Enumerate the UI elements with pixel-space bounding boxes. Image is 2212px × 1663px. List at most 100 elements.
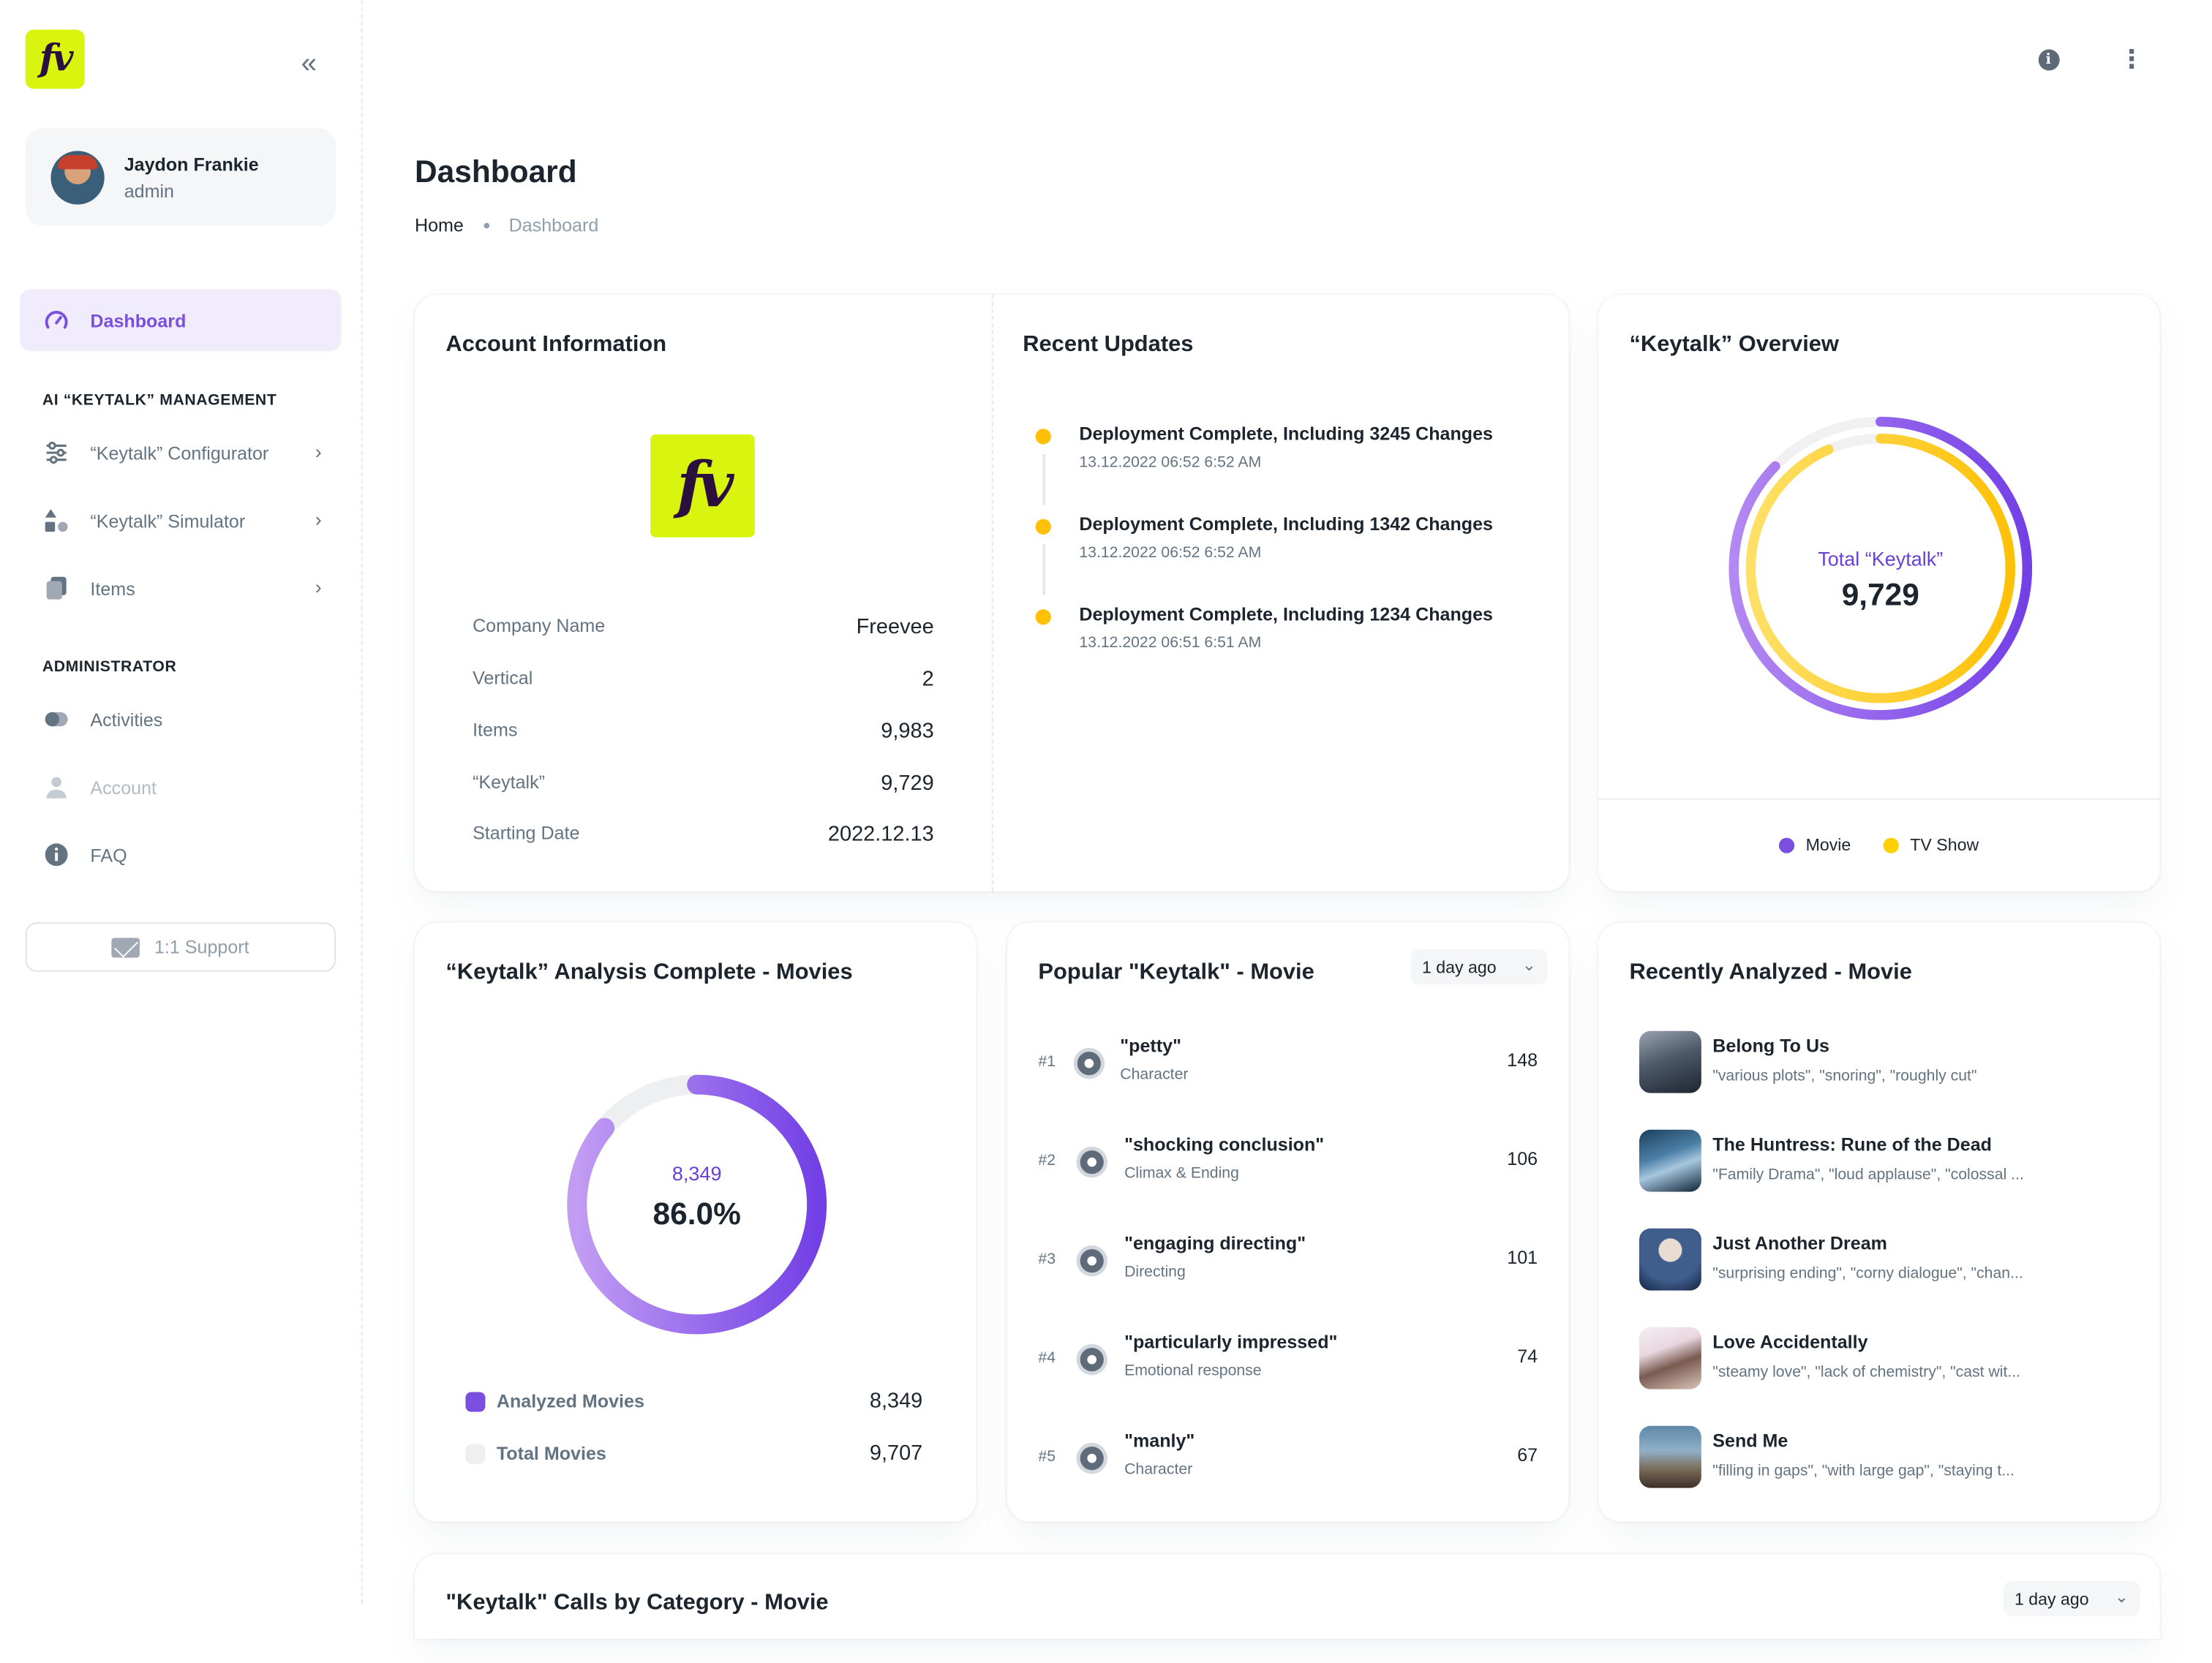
list-item[interactable]: #5 "manly" Character 67 [1038, 1430, 1538, 1487]
movie-title: Love Accidentally [1712, 1331, 1868, 1353]
overview-ring-tvshow [1745, 434, 2015, 704]
calls-period-select[interactable]: 1 day ago ⌄ [2003, 1580, 2140, 1617]
sidebar-item-dashboard[interactable]: Dashboard [19, 289, 342, 352]
keytalk-category: Emotional response [1124, 1362, 1262, 1380]
sliders-icon [42, 439, 71, 467]
mail-icon [112, 937, 140, 957]
sidebar-item-account[interactable]: Account [20, 756, 342, 818]
list-item[interactable]: #2 "shocking conclusion" Climax & Ending… [1038, 1134, 1538, 1191]
info-label: Vertical [473, 667, 533, 689]
update-time: 13.12.2022 06:51 6:51 AM [1079, 634, 1262, 652]
overview-card: “Keytalk” Overview Total “Keytalk” 9,729… [1598, 295, 2160, 891]
user-role: admin [124, 179, 175, 201]
disc-icon [1076, 1442, 1107, 1474]
info-row: “Keytalk” 9,729 [473, 772, 934, 796]
stat-row-analyzed: Analyzed Movies 8,349 [465, 1389, 923, 1414]
support-button[interactable]: 1:1 Support [25, 922, 336, 972]
chevron-down-icon: ⌄ [2114, 1586, 2129, 1607]
sidebar-item-items[interactable]: Items › [20, 557, 342, 619]
sidebar: fv « Jaydon Frankie admin Dashboard AI “… [0, 0, 363, 1604]
info-row: Company Name Freevee [473, 615, 934, 639]
collapse-sidebar-icon[interactable]: « [301, 48, 317, 79]
timeline-line [1042, 544, 1046, 595]
sidebar-item-faq[interactable]: FAQ [20, 823, 342, 886]
overview-center-value: 9,729 [1841, 576, 1919, 612]
keytalk-name: "petty" [1120, 1035, 1181, 1057]
list-item[interactable]: Belong To Us "various plots", "snoring",… [1639, 1030, 2091, 1093]
analysis-center: 8,349 86.0% [556, 1162, 838, 1232]
overview-center-label: Total “Keytalk” [1818, 547, 1944, 570]
header-info-button[interactable]: i [2034, 45, 2063, 74]
timeline-line [1042, 453, 1046, 505]
overview-divider [1598, 798, 2160, 800]
list-item[interactable]: #4 "particularly impressed" Emotional re… [1038, 1332, 1538, 1388]
breadcrumb-home[interactable]: Home [414, 214, 464, 236]
update-title: Deployment Complete, Including 1234 Chan… [1079, 603, 1493, 625]
movie-tags: "Family Drama", "loud applause", "coloss… [1712, 1166, 2024, 1184]
sidebar-item-activities[interactable]: Activities [20, 688, 342, 750]
movie-poster [1639, 1327, 1701, 1389]
legend-label: Movie [1805, 834, 1851, 855]
info-value: 2 [922, 667, 934, 691]
keytalk-category: Climax & Ending [1124, 1164, 1239, 1183]
dashboard-gauge-icon [42, 306, 71, 334]
keytalk-count: 148 [1507, 1049, 1538, 1071]
keytalk-category: Character [1120, 1066, 1189, 1084]
timeline-dot [1035, 609, 1051, 625]
rank: #4 [1038, 1349, 1056, 1367]
info-icon: i [2037, 48, 2059, 70]
header-more-button[interactable]: ⋮ [2118, 45, 2146, 74]
movie-title: The Huntress: Rune of the Dead [1712, 1134, 1992, 1155]
list-item[interactable]: #1 "petty" Character 148 [1038, 1036, 1538, 1092]
support-label: 1:1 Support [154, 936, 249, 958]
sidebar-item-configurator[interactable]: “Keytalk” Configurator › [20, 422, 342, 484]
sidebar-item-label: Activities [90, 709, 163, 731]
movie-poster [1639, 1030, 1701, 1093]
keytalk-count: 106 [1507, 1147, 1538, 1169]
list-item[interactable]: #3 "engaging directing" Directing 101 [1038, 1233, 1538, 1289]
sidebar-item-label: Dashboard [90, 309, 187, 331]
movie-poster [1639, 1129, 1701, 1192]
keytalk-count: 74 [1517, 1345, 1538, 1367]
chevron-right-icon: › [315, 440, 322, 463]
rank: #3 [1038, 1251, 1056, 1268]
sidebar-item-label: FAQ [90, 844, 127, 866]
list-item[interactable]: Love Accidentally "steamy love", "lack o… [1639, 1327, 2091, 1389]
legend-label: TV Show [1910, 834, 1979, 855]
analysis-donut [567, 1074, 827, 1335]
stat-label: Total Movies [496, 1442, 606, 1464]
calls-card: "Keytalk" Calls by Category - Movie 1 da… [414, 1554, 2160, 1639]
more-vertical-icon: ⋮ [2118, 45, 2145, 74]
disc-icon [1076, 1343, 1107, 1376]
list-item[interactable]: Just Another Dream "surprising ending", … [1639, 1228, 2091, 1291]
movie-title: Just Another Dream [1712, 1232, 1888, 1254]
list-item[interactable]: Send Me "filling in gaps", "with large g… [1639, 1425, 2091, 1488]
disc-icon [1073, 1047, 1105, 1079]
brand-logo[interactable]: fv [25, 29, 85, 89]
user-card[interactable]: Jaydon Frankie admin [25, 128, 336, 226]
page-title: Dashboard [414, 154, 577, 189]
sidebar-item-simulator[interactable]: “Keytalk” Simulator › [20, 489, 342, 551]
analysis-center-value: 8,349 [672, 1162, 722, 1185]
company-logo: fv [650, 434, 755, 538]
movie-tags: "steamy love", "lack of chemistry", "cas… [1712, 1363, 2021, 1381]
popular-period-select[interactable]: 1 day ago ⌄ [1410, 949, 1548, 985]
shapes-icon [42, 506, 71, 535]
movie-tags: "filling in gaps", "with large gap", "st… [1712, 1462, 2014, 1480]
disc-icon [1076, 1146, 1107, 1178]
movie-tags: "various plots", "snoring", "roughly cut… [1712, 1067, 1977, 1085]
info-value: Freevee [856, 614, 934, 639]
stat-label: Analyzed Movies [496, 1390, 644, 1412]
stat-value: 8,349 [869, 1389, 923, 1414]
list-item[interactable]: The Huntress: Rune of the Dead "Family D… [1639, 1129, 2091, 1192]
sidebar-item-label: “Keytalk” Configurator [90, 442, 269, 464]
stat-value: 9,707 [869, 1441, 923, 1466]
keytalk-name: "shocking conclusion" [1124, 1134, 1325, 1155]
update-time: 13.12.2022 06:52 6:52 AM [1079, 544, 1262, 562]
movie-tags: "surprising ending", "corny dialogue", "… [1712, 1264, 2023, 1283]
info-label: “Keytalk” [473, 771, 546, 793]
rank: #5 [1038, 1448, 1056, 1466]
legend-dot [1778, 837, 1795, 853]
sidebar-item-label: Account [90, 776, 157, 798]
disc-icon [1076, 1245, 1107, 1277]
